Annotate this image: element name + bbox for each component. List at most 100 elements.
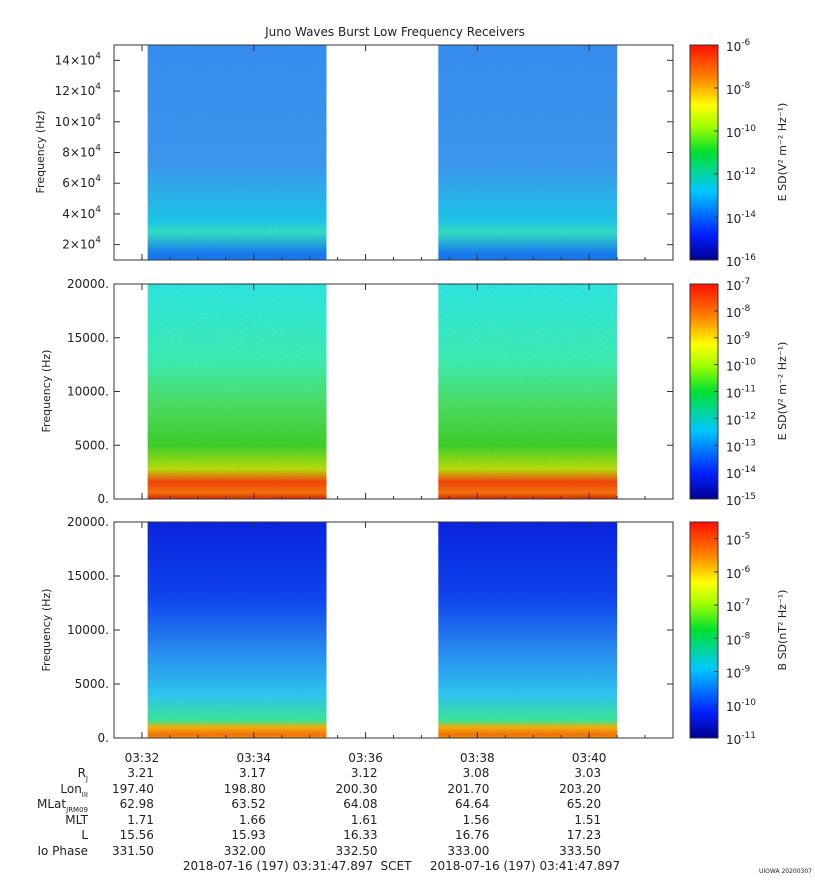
footer-end-time: 2018-07-16 (197) 03:41:47.897 [430,859,620,873]
colorbar-tick-label: 10-8 [726,631,751,647]
colorbar-tick-label: 10-11 [726,385,756,401]
y-tick-label: 20000. [67,277,109,291]
panel-1-colorbar [689,44,719,261]
y-tick-label: 15000. [67,569,109,583]
panel-2-colorbar [689,283,719,500]
ephemeris-value: 3.17 [239,766,266,780]
panel-3-spectrogram [147,522,618,738]
ephemeris-value: 17.23 [567,828,601,842]
ephemeris-value: 332.00 [224,844,266,858]
colorbar-tick-label: 10-14 [726,465,756,481]
ephemeris-row-label: MLT [65,813,88,827]
colorbar-tick-label: 10-9 [726,331,751,347]
ephemeris-value: 201.70 [447,782,489,796]
y-tick-label: 5000. [75,438,109,452]
panel-1-spectrogram [147,45,618,260]
panel-2-yticks: 0. 5000. 10000. 15000. 20000. [67,277,674,506]
colorbar-tick-label: 10-15 [726,492,756,508]
x-tick-label: 03:38 [460,751,495,765]
x-axis-tick-labels: 03:32 03:34 03:36 03:38 03:40 [125,751,607,765]
colorbar-tick-label: 10-7 [726,277,750,293]
colorbar-tick-label: 10-9 [726,665,751,681]
ephemeris-value: 197.40 [112,782,154,796]
panel-3-colorbar [689,521,719,739]
ephemeris-value: 1.66 [239,813,266,827]
colorbar-tick-label: 10-6 [726,38,751,54]
panel-2-colorbar-label: E SD(V² m⁻² Hz⁻¹) [776,342,789,441]
ephemeris-row-label: Io Phase [37,844,88,858]
footer-frame: SCET [381,859,413,873]
spectrogram-noise-2 [438,522,618,738]
colorbar-tick-label: 10-11 [726,731,756,747]
panel-1-colorbar-ticks: 10-6 10-8 10-10 10-12 10-14 10-16 [714,38,756,269]
figure-title: Juno Waves Burst Low Frequency Receivers [264,25,525,39]
panel-2-frame [113,283,674,500]
colorbar-tick-label: 10-7 [726,598,750,614]
colorbar-tick-label: 10-14 [726,210,756,226]
panel-3-yticks: 0. 5000. 10000. 15000. 20000. [67,515,674,745]
ephemeris-value: 1.61 [351,813,378,827]
panel-1: 2×104 4×104 6×104 8×104 10×104 12×104 14×104 F… [34,38,789,269]
colorbar-tick-label: 10-16 [726,253,756,269]
y-tick-label: 0. [98,492,109,506]
y-tick-label: 5000. [75,677,109,691]
ephemeris-value: 3.21 [127,766,154,780]
ephemeris-value: 1.56 [463,813,490,827]
ephemeris-row-label: L [81,828,88,842]
y-tick-label: 10×104 [55,113,102,129]
ephemeris-value: 3.12 [351,766,378,780]
panel-2-colorbar-ticks: 10-7 10-8 10-9 10-10 10-11 10-12 10-13 10-14 10-… [714,277,756,508]
y-tick-label: 12×104 [55,82,102,98]
footer-start-time: 2018-07-16 (197) 03:31:47.897 [183,859,373,873]
panel-1-colorbar-label: E SD(V² m⁻² Hz⁻¹) [776,103,789,202]
panel-2: 0. 5000. 10000. 15000. 20000. Frequency (Hz)… [40,277,789,508]
y-tick-label: 20000. [67,515,109,529]
colorbar-tick-label: 10-12 [726,411,756,427]
x-tick-label: 03:40 [572,751,607,765]
x-tick-label: 03:34 [236,751,271,765]
y-tick-label: 0. [98,731,109,745]
colorbar-tick-label: 10-12 [726,167,756,183]
ephemeris-value: 3.08 [463,766,490,780]
ephemeris-value: 333.00 [447,844,489,858]
ephemeris-value: 65.20 [567,797,601,811]
y-tick-label: 4×104 [62,205,101,221]
panel-3-colorbar-label: B SD(nT² Hz⁻¹) [776,590,789,671]
colorbar-tick-label: 10-13 [726,438,756,454]
spectrogram-noise-2 [438,284,618,499]
panel-2-ylabel: Frequency (Hz) [40,350,53,433]
ephemeris-value: 3.03 [574,766,601,780]
y-tick-label: 2×104 [62,236,101,252]
colorbar-tick-label: 10-10 [726,698,756,714]
y-tick-label: 10000. [67,385,109,399]
panel-1-yticks: 2×104 4×104 6×104 8×104 10×104 12×104 14×104 [55,45,674,260]
colorbar-tick-label: 10-8 [726,81,751,97]
ephemeris-value: 1.71 [127,813,154,827]
x-tick-label: 03:36 [348,751,383,765]
panel-3-frame [113,521,674,739]
ephemeris-row-label: MLatJRM09 [37,797,88,814]
colorbar-tick-label: 10-10 [726,124,756,140]
y-tick-label: 8×104 [62,144,101,160]
y-tick-label: 6×104 [62,174,101,190]
ephemeris-value: 16.76 [455,828,489,842]
colorbar-tick-label: 10-8 [726,304,751,320]
spectrogram-noise-1 [147,45,327,260]
ephemeris-value: 1.51 [574,813,601,827]
ephemeris-value: 63.52 [231,797,265,811]
ephemeris-value: 62.98 [120,797,154,811]
colorbar-tick-label: 10-6 [726,565,751,581]
ephemeris-row-label: LonIII [60,782,88,799]
ephemeris-value: 332.50 [336,844,378,858]
spectrogram-noise-1 [147,284,327,499]
y-tick-label: 15000. [67,331,109,345]
ephemeris-value: 64.64 [455,797,489,811]
panel-2-spectrogram [147,284,618,499]
spectrogram-noise-1 [147,522,327,738]
panel-3-ylabel: Frequency (Hz) [40,589,53,672]
x-tick-label: 03:32 [125,751,160,765]
panel-1-frame [113,44,674,261]
colorbar-tick-label: 10-10 [726,358,756,374]
colorbar-tick-label: 10-5 [726,532,750,548]
